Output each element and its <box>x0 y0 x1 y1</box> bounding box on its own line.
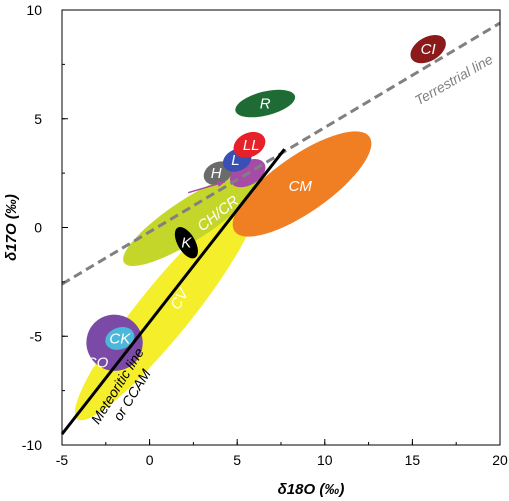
group-ci-ellipse <box>410 35 446 64</box>
group-ch-cr-ellipse <box>123 171 261 266</box>
lines-layer <box>60 21 501 436</box>
group-label-h: H <box>211 165 222 182</box>
eh-el-arrowhead <box>216 180 225 187</box>
group-label-co: CO <box>86 354 109 371</box>
y-axis-title: δ17O (‰) <box>3 194 20 261</box>
x-tick-label: 10 <box>317 452 333 468</box>
group-label-ck: CK <box>109 330 131 347</box>
group-ck-ellipse <box>105 327 135 350</box>
group-label-r: R <box>260 96 271 113</box>
y-tick-label: -5 <box>30 328 43 344</box>
y-tick-label: -10 <box>22 437 42 453</box>
group-label-ll: LL <box>243 137 260 154</box>
y-tick-label: 5 <box>34 111 42 127</box>
x-tick-label: 0 <box>146 452 154 468</box>
group-label-eh-el: EH, EL <box>123 188 171 205</box>
groups-layer <box>74 35 446 421</box>
x-axis-title: δ18O (‰) <box>278 481 345 498</box>
y-tick-label: 0 <box>34 220 42 236</box>
x-tick-label: 20 <box>492 452 508 468</box>
group-k-ellipse <box>174 227 198 259</box>
group-ll-ellipse <box>233 131 266 158</box>
group-label-cm: CM <box>289 178 313 195</box>
x-tick-label: 5 <box>233 452 241 468</box>
axes-layer: -5 0 5 10 15 20 -10 -5 0 5 10 δ18O (‰) δ17O (‰) <box>3 2 508 498</box>
group-r-ellipse <box>235 89 296 118</box>
group-label-ci: CI <box>421 41 436 58</box>
group-cm-ellipse <box>232 131 372 237</box>
group-label-k: K <box>181 235 192 252</box>
x-tick-label: -5 <box>56 452 69 468</box>
group-label-l: L <box>231 152 239 169</box>
y-tick-label: 10 <box>26 2 42 18</box>
x-tick-label: 15 <box>405 452 421 468</box>
meteoritic-line-or-ccam-line <box>60 148 286 436</box>
